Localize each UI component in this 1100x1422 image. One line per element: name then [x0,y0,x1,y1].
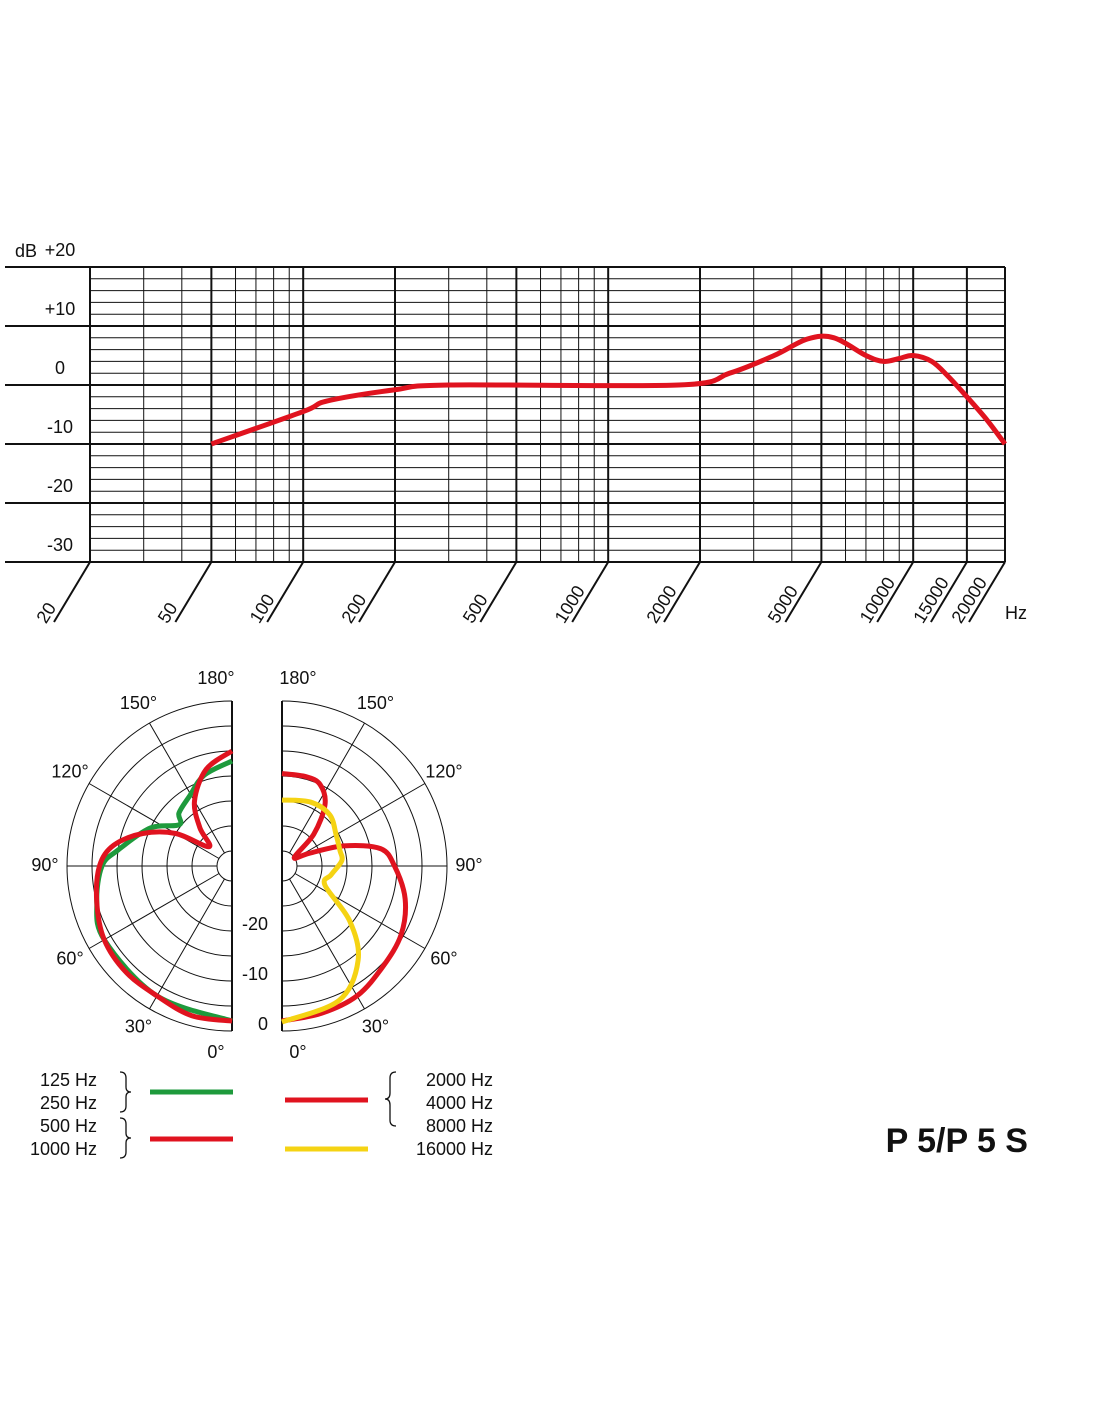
spoke [149,878,225,1010]
legend-label: 16000 Hz [416,1139,493,1159]
angle-label: 150° [357,693,394,713]
angle-label: 150° [120,693,157,713]
legend-braces [119,1071,397,1159]
x-tick-label: 15000 [909,574,952,627]
polar-curve [281,771,409,1024]
tick-mark [876,561,915,623]
y-axis-label: dB [15,241,37,261]
r-tick-label: -20 [242,914,268,934]
tick-mark [53,561,91,623]
tick-mark [663,561,701,623]
x-tick-label: 200 [337,591,370,627]
angle-label: 120° [425,761,462,781]
legend-label: 250 Hz [40,1093,97,1113]
tick-mark [174,561,213,623]
x-tick-label: 10000 [856,574,899,627]
tick-mark [358,561,396,623]
legend-label: 125 Hz [40,1070,97,1090]
angle-label: 180° [279,668,316,688]
x-tick-label: 500 [459,591,492,627]
legend-label: 500 Hz [40,1116,97,1136]
y-tick-label: +10 [45,299,76,319]
y-tick-label: +20 [45,240,76,260]
x-tick-label: 20000 [947,574,990,627]
spoke [88,783,220,859]
polar-curve [93,748,234,1024]
spoke [289,878,365,1010]
r-tick-label: 0 [258,1014,268,1034]
tick-mark [784,561,823,623]
x-tick-label: 100 [246,591,279,627]
brace [119,1071,132,1113]
angle-label: 90° [31,855,58,875]
legend-label: 2000 Hz [426,1070,493,1090]
ring [216,850,233,882]
legend-label: 8000 Hz [426,1116,493,1136]
angle-label: 60° [430,948,457,968]
tick-mark [479,561,518,623]
brace [384,1071,397,1127]
polar-curve [281,797,362,1025]
angle-label: 0° [289,1042,306,1062]
x-tick-label: 20 [32,599,60,627]
y-tick-label: -10 [47,417,73,437]
spoke [88,873,220,949]
spoke [289,722,365,854]
tick-mark [571,561,610,623]
legend-label: 1000 Hz [30,1139,97,1159]
tick-mark [930,561,968,623]
angle-label: 90° [455,855,482,875]
response-curve [210,333,1008,447]
x-tick-label: 50 [154,599,182,627]
angle-label: 30° [362,1017,389,1037]
product-title: P 5/P 5 S [886,1122,1028,1160]
angle-label: 60° [56,948,83,968]
r-tick-label: -10 [242,964,268,984]
angle-label: 180° [197,668,234,688]
tick-mark [968,561,1006,623]
x-axis-label: Hz [1005,603,1027,623]
y-tick-label: -20 [47,476,73,496]
angle-label: 0° [207,1042,224,1062]
angle-label: 30° [125,1017,152,1037]
y-tick-label: -30 [47,535,73,555]
legend-label: 4000 Hz [426,1093,493,1113]
tick-mark [266,561,305,623]
brace [119,1117,132,1159]
y-tick-label: 0 [55,358,65,378]
spoke [149,722,225,854]
angle-label: 120° [51,761,88,781]
spoke [294,783,426,859]
